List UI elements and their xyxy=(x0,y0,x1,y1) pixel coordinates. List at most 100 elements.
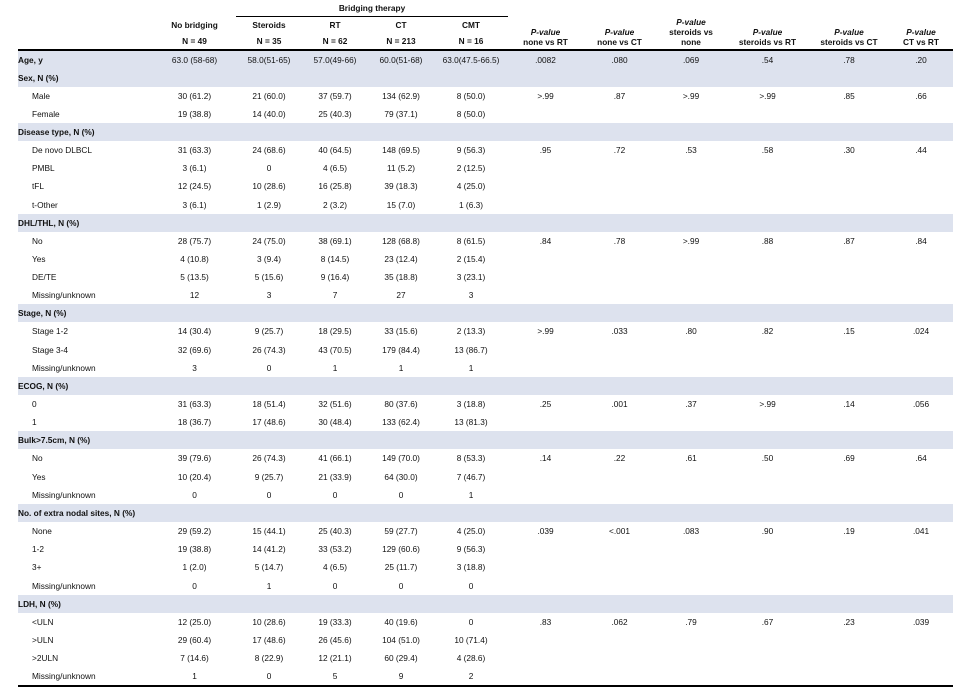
table-cell: 32 (69.6) xyxy=(177,344,212,355)
pvalue-cell xyxy=(583,649,656,667)
table-cell: 1 xyxy=(468,362,474,373)
pvalue-cell xyxy=(583,486,656,504)
table-cell: 133 (62.4) xyxy=(382,417,420,428)
table-cell: 0 xyxy=(266,362,272,373)
pvalue-header-2: P-value steroids vs none xyxy=(656,16,727,51)
table-cell: 25 (40.3) xyxy=(318,525,352,536)
table-cell: 33 (53.2) xyxy=(318,544,352,555)
table-cell: 5 (15.6) xyxy=(254,272,284,283)
table-cell: 7 (14.6) xyxy=(180,653,209,664)
pvalue-cell xyxy=(583,159,656,177)
pvalue-cell xyxy=(809,268,889,286)
table-row: No 28 (75.7) 24 (75.0) 38 (69.1) 128 (68.8) 8… xyxy=(18,232,953,250)
table-cell: 30 (61.2) xyxy=(177,90,212,101)
table-cell: 0 xyxy=(192,580,197,591)
pvalue-cell: .78 xyxy=(809,49,890,69)
bridging-therapy-table: Bridging therapy No bridging Steroids RT CT… xyxy=(18,0,954,688)
section-title: ECOG, N (%) xyxy=(18,376,954,395)
pvalue-cell xyxy=(656,159,726,177)
table-cell: 33 (15.6) xyxy=(384,326,418,337)
table-cell: 39 (79.6) xyxy=(177,453,212,464)
table-cell: 17 (48.6) xyxy=(252,417,286,428)
pvalue-cell xyxy=(656,359,726,377)
table-cell: 57.0(49-66) xyxy=(302,49,368,69)
group-n-3: N = 213 xyxy=(368,33,434,51)
row-label: 1 xyxy=(32,417,37,428)
pvalue-cell xyxy=(583,250,656,268)
table-cell: 19 (38.8) xyxy=(177,108,212,119)
pvalue-cell xyxy=(583,667,657,688)
section-title: Sex, N (%) xyxy=(18,68,954,87)
table-cell: 9 (25.7) xyxy=(254,326,284,337)
pvalue-cell: >.99 xyxy=(682,90,700,101)
pvalue-cell xyxy=(583,341,656,359)
table-cell: 15 (44.1) xyxy=(252,525,286,536)
table-header: Bridging therapy No bridging Steroids RT CT… xyxy=(18,0,954,51)
table-cell: 8 (14.5) xyxy=(320,253,350,264)
table-cell: 9 (56.3) xyxy=(456,544,486,555)
table-cell: 32 (51.6) xyxy=(318,399,352,410)
pvalue-cell xyxy=(726,341,809,359)
pvalue-cell: .15 xyxy=(843,326,855,337)
table-row: 1 18 (36.7) 17 (48.6) 30 (48.4) 133 (62.4) 13… xyxy=(18,413,953,431)
table-cell: 3 (9.4) xyxy=(257,253,281,264)
table-cell: 10 (20.4) xyxy=(177,471,212,482)
pvalue-cell xyxy=(656,250,726,268)
pvalue-cell xyxy=(809,177,889,195)
pvalue-cell xyxy=(508,177,583,195)
pvalue-cell xyxy=(583,195,656,213)
pvalue-cell: .95 xyxy=(539,144,552,155)
pvalue-cell: .87 xyxy=(843,235,855,246)
table-cell: 12 (24.5) xyxy=(177,181,212,192)
pvalue-cell: >.99 xyxy=(682,235,700,246)
table-cell: 60.0(51-68) xyxy=(368,49,434,69)
pvalue-cell xyxy=(889,195,953,213)
table-cell: 8 (50.0) xyxy=(456,108,486,119)
pvalue-cell xyxy=(656,177,726,195)
pvalue-cell: .90 xyxy=(761,525,774,536)
table-cell: 27 xyxy=(396,290,406,301)
pvalue-cell xyxy=(889,540,953,558)
table-cell: 8 (22.9) xyxy=(254,653,284,664)
table-cell: 21 (33.9) xyxy=(318,471,352,482)
pvalue-cell: .84 xyxy=(539,235,552,246)
pvalue-cell: .66 xyxy=(915,90,927,101)
pvalue-cell: .024 xyxy=(912,326,930,337)
table-cell: 3 xyxy=(192,362,197,373)
pvalue-cell xyxy=(889,631,953,649)
pvalue-cell: .82 xyxy=(761,326,774,337)
pvalue-cell: .53 xyxy=(685,144,697,155)
pvalue-cell xyxy=(656,649,726,667)
pvalue-cell xyxy=(583,268,656,286)
pvalue-cell: .30 xyxy=(843,144,855,155)
table-row: Missing/unknown 1 0 5 9 2 xyxy=(18,667,954,688)
table-cell: 2 (13.3) xyxy=(456,326,486,337)
table-cell: 40 (19.6) xyxy=(384,616,418,627)
table-cell: 0 xyxy=(332,489,338,500)
table-cell: 24 (68.6) xyxy=(252,144,286,155)
table-cell: 3 (23.1) xyxy=(456,272,486,283)
section-title: LDH, N (%) xyxy=(18,594,954,613)
pvalue-cell xyxy=(809,468,889,486)
table-cell: 1 xyxy=(468,489,474,500)
table-cell: 5 (14.7) xyxy=(254,562,284,573)
pvalue-cell xyxy=(809,576,889,594)
pvalue-cell: >.99 xyxy=(759,399,776,410)
table-cell: 4 (6.5) xyxy=(323,163,347,174)
table-cell: 26 (74.3) xyxy=(252,453,286,464)
table-row: Missing/unknown 3 0 1 1 1 xyxy=(18,359,953,377)
table-cell: 64 (30.0) xyxy=(384,471,418,482)
row-label: PMBL xyxy=(32,163,55,174)
table-cell: 2 (15.4) xyxy=(456,253,486,264)
table-cell: 16 (25.8) xyxy=(318,181,352,192)
group-name-2: RT xyxy=(329,20,341,31)
row-label: No xyxy=(32,235,43,246)
table-row: 3+ 1 (2.0) 5 (14.7) 4 (6.5) 25 (11.7) 3 (18.8… xyxy=(18,558,953,576)
table-cell: 13 (86.7) xyxy=(454,344,488,355)
group-n-2: N = 62 xyxy=(302,33,368,51)
table-cell: 4 (25.0) xyxy=(456,181,486,192)
row-label: Yes xyxy=(32,253,46,264)
section-header-row: Stage, N (%) xyxy=(18,304,954,323)
table-cell: 148 (69.5) xyxy=(382,144,420,155)
pvalue-cell xyxy=(508,649,583,667)
